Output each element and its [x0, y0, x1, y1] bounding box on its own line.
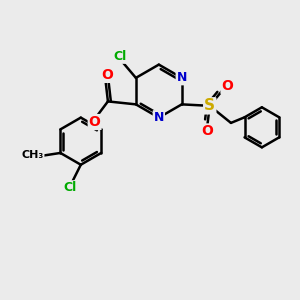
Text: O: O [221, 79, 233, 93]
Text: N: N [177, 71, 187, 84]
Text: S: S [204, 98, 215, 113]
Text: Cl: Cl [64, 181, 77, 194]
Text: O: O [202, 124, 213, 138]
Text: O: O [89, 115, 100, 129]
Text: N: N [154, 111, 164, 124]
Text: Cl: Cl [113, 50, 126, 63]
Text: CH₃: CH₃ [21, 150, 44, 160]
Text: O: O [101, 68, 113, 82]
